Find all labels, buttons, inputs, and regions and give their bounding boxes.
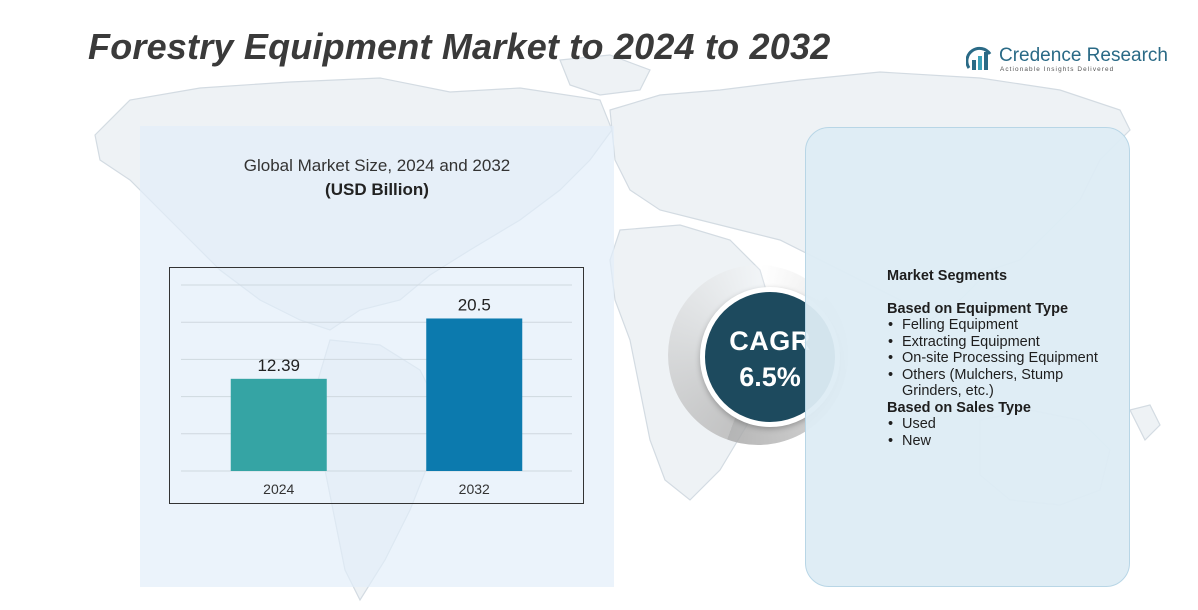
x-tick-label: 2024 bbox=[263, 481, 294, 497]
segment-group-title: Based on Equipment Type bbox=[887, 300, 1069, 317]
chart-panel bbox=[140, 126, 614, 587]
page-title: Forestry Equipment Market to 2024 to 203… bbox=[88, 26, 831, 67]
company-logo[interactable]: Credence Research Actionable Insights De… bbox=[966, 44, 1168, 78]
chart-labels: 12.39 2024 20.5 2032 bbox=[257, 295, 490, 497]
data-label: 20.5 bbox=[458, 295, 491, 314]
cagr-value: 6.5% bbox=[739, 362, 801, 392]
data-label: 12.39 bbox=[257, 356, 300, 375]
bar-2024 bbox=[230, 378, 327, 471]
x-tick-label: 2032 bbox=[459, 481, 490, 497]
bar-chart: 12.39 2024 20.5 2032 bbox=[169, 267, 584, 504]
segment-list-sales: Used New bbox=[887, 416, 1122, 449]
segment-group-title: Based on Sales Type bbox=[887, 399, 1031, 416]
segment-list-equipment: Felling Equipment Extracting Equipment O… bbox=[887, 317, 1122, 400]
logo-tagline: Actionable Insights Delivered bbox=[1000, 66, 1115, 73]
chart-subtitle: (USD Billion) bbox=[325, 180, 429, 199]
logo-name: Credence Research bbox=[999, 45, 1168, 66]
list-item: Felling Equipment bbox=[887, 317, 1122, 334]
chart-title: Global Market Size, 2024 and 2032 bbox=[243, 156, 511, 175]
list-item: New bbox=[887, 433, 1122, 450]
market-segments: Market Segments Based on Equipment Type … bbox=[887, 268, 1122, 449]
list-item: On-site Processing Equipment bbox=[887, 350, 1122, 367]
bar-2032 bbox=[426, 318, 523, 471]
cagr-label: CAGR bbox=[729, 326, 811, 356]
list-item: Others (Mulchers, Stump Grinders, etc.) bbox=[887, 367, 1122, 400]
segments-heading: Market Segments bbox=[887, 268, 1008, 284]
bar-arc-logo-icon bbox=[966, 46, 992, 70]
list-item: Extracting Equipment bbox=[887, 334, 1122, 351]
chart-frame bbox=[169, 267, 584, 504]
list-item: Used bbox=[887, 416, 1122, 433]
chart-bars bbox=[230, 318, 523, 471]
